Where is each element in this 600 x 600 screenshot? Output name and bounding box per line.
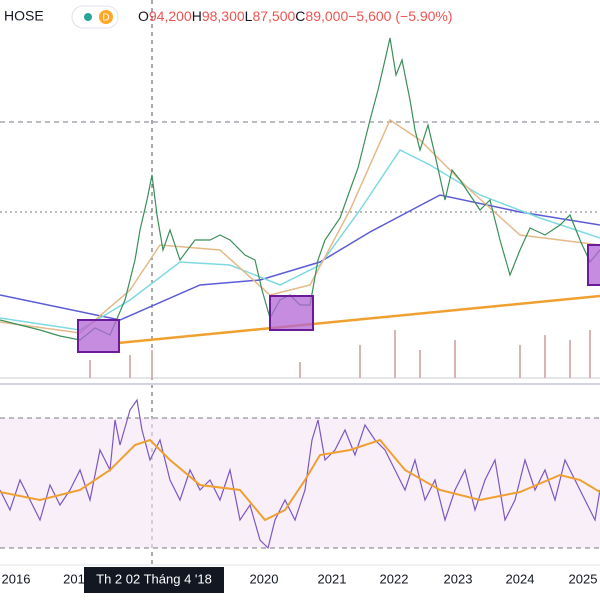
x-tick-label: 2023 bbox=[444, 571, 473, 586]
ohlc-value: 87,500 bbox=[252, 8, 295, 24]
x-tick-label: 201 bbox=[63, 571, 85, 586]
x-tick-label: 2024 bbox=[506, 571, 535, 586]
volume-bars bbox=[89, 330, 591, 378]
change: −5,600 (−5.90%) bbox=[348, 8, 452, 24]
cursor-label: Th 2 02 Tháng 4 '18 bbox=[96, 571, 212, 586]
status-dot bbox=[84, 13, 92, 21]
ohlc-value: 94,200 bbox=[149, 8, 192, 24]
zone[interactable] bbox=[587, 244, 600, 286]
osc-band bbox=[0, 418, 600, 548]
x-axis-labels: 2016 201 2020 2021 2022 2023 2024 2025 bbox=[2, 571, 598, 586]
ma-long bbox=[0, 194, 600, 321]
ohlc-value: 98,300 bbox=[202, 8, 245, 24]
ohlc-key: O bbox=[138, 8, 149, 24]
x-tick-label: 2021 bbox=[318, 571, 347, 586]
x-tick-label: 2020 bbox=[250, 571, 279, 586]
ohlc-value: 89,000 bbox=[305, 8, 348, 24]
x-tick-label: 2022 bbox=[380, 571, 409, 586]
price-series bbox=[0, 37, 600, 341]
symbol: HOSE bbox=[4, 8, 44, 24]
x-tick-label: 2016 bbox=[2, 571, 31, 586]
trend-line bbox=[117, 294, 600, 345]
ohlc-key: C bbox=[295, 8, 305, 24]
zone[interactable] bbox=[269, 295, 314, 331]
ohlc-key: L bbox=[245, 8, 253, 24]
interval-badge bbox=[99, 10, 113, 24]
ohlc-values: O94,200H98,300L87,500C89,000−5,600 (−5.9… bbox=[138, 8, 453, 24]
cursor-label-box bbox=[84, 567, 224, 593]
osc-signal bbox=[0, 438, 600, 522]
zone[interactable] bbox=[77, 319, 120, 353]
ma-short bbox=[0, 118, 600, 334]
osc-line bbox=[0, 398, 600, 550]
ohlc-key: H bbox=[192, 8, 202, 24]
ohlc-text: O94,200H98,300L87,500C89,000−5,600 (−5.9… bbox=[138, 8, 453, 24]
interval: D bbox=[102, 13, 109, 24]
x-tick-label: 2025 bbox=[569, 571, 598, 586]
